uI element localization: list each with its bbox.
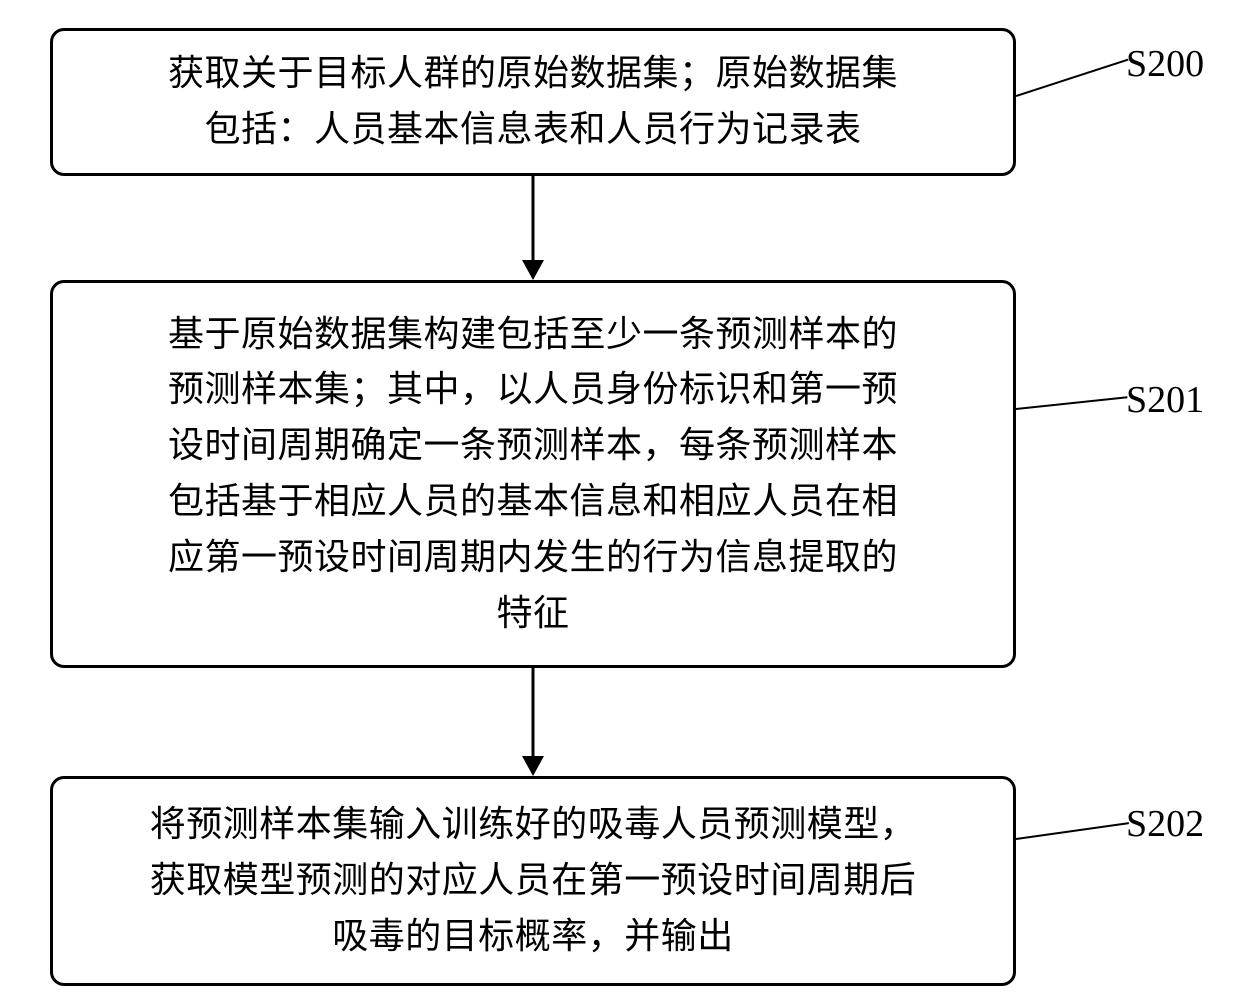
flow-arrow-line bbox=[532, 668, 535, 756]
flow-node-s201: 基于原始数据集构建包括至少一条预测样本的 预测样本集；其中，以人员身份标识和第一… bbox=[50, 280, 1016, 668]
label-leader bbox=[1016, 822, 1129, 840]
flow-node-s202: 将预测样本集输入训练好的吸毒人员预测模型， 获取模型预测的对应人员在第一预设时间… bbox=[50, 776, 1016, 986]
step-label-s202: S202 bbox=[1126, 802, 1204, 846]
flow-arrow-head bbox=[522, 260, 544, 280]
label-leader bbox=[1016, 59, 1129, 97]
step-label-s200: S200 bbox=[1126, 42, 1204, 86]
flow-node-text: 基于原始数据集构建包括至少一条预测样本的 预测样本集；其中，以人员身份标识和第一… bbox=[168, 307, 898, 642]
flow-node-s200: 获取关于目标人群的原始数据集；原始数据集 包括：人员基本信息表和人员行为记录表 bbox=[50, 28, 1016, 176]
flow-arrow-line bbox=[532, 176, 535, 260]
flow-node-text: 将预测样本集输入训练好的吸毒人员预测模型， 获取模型预测的对应人员在第一预设时间… bbox=[150, 797, 917, 964]
flow-node-text: 获取关于目标人群的原始数据集；原始数据集 包括：人员基本信息表和人员行为记录表 bbox=[168, 46, 898, 158]
label-leader bbox=[1016, 396, 1128, 410]
flow-arrow-head bbox=[522, 756, 544, 776]
flowchart-canvas: 获取关于目标人群的原始数据集；原始数据集 包括：人员基本信息表和人员行为记录表 … bbox=[0, 0, 1240, 1003]
step-label-s201: S201 bbox=[1126, 378, 1204, 422]
